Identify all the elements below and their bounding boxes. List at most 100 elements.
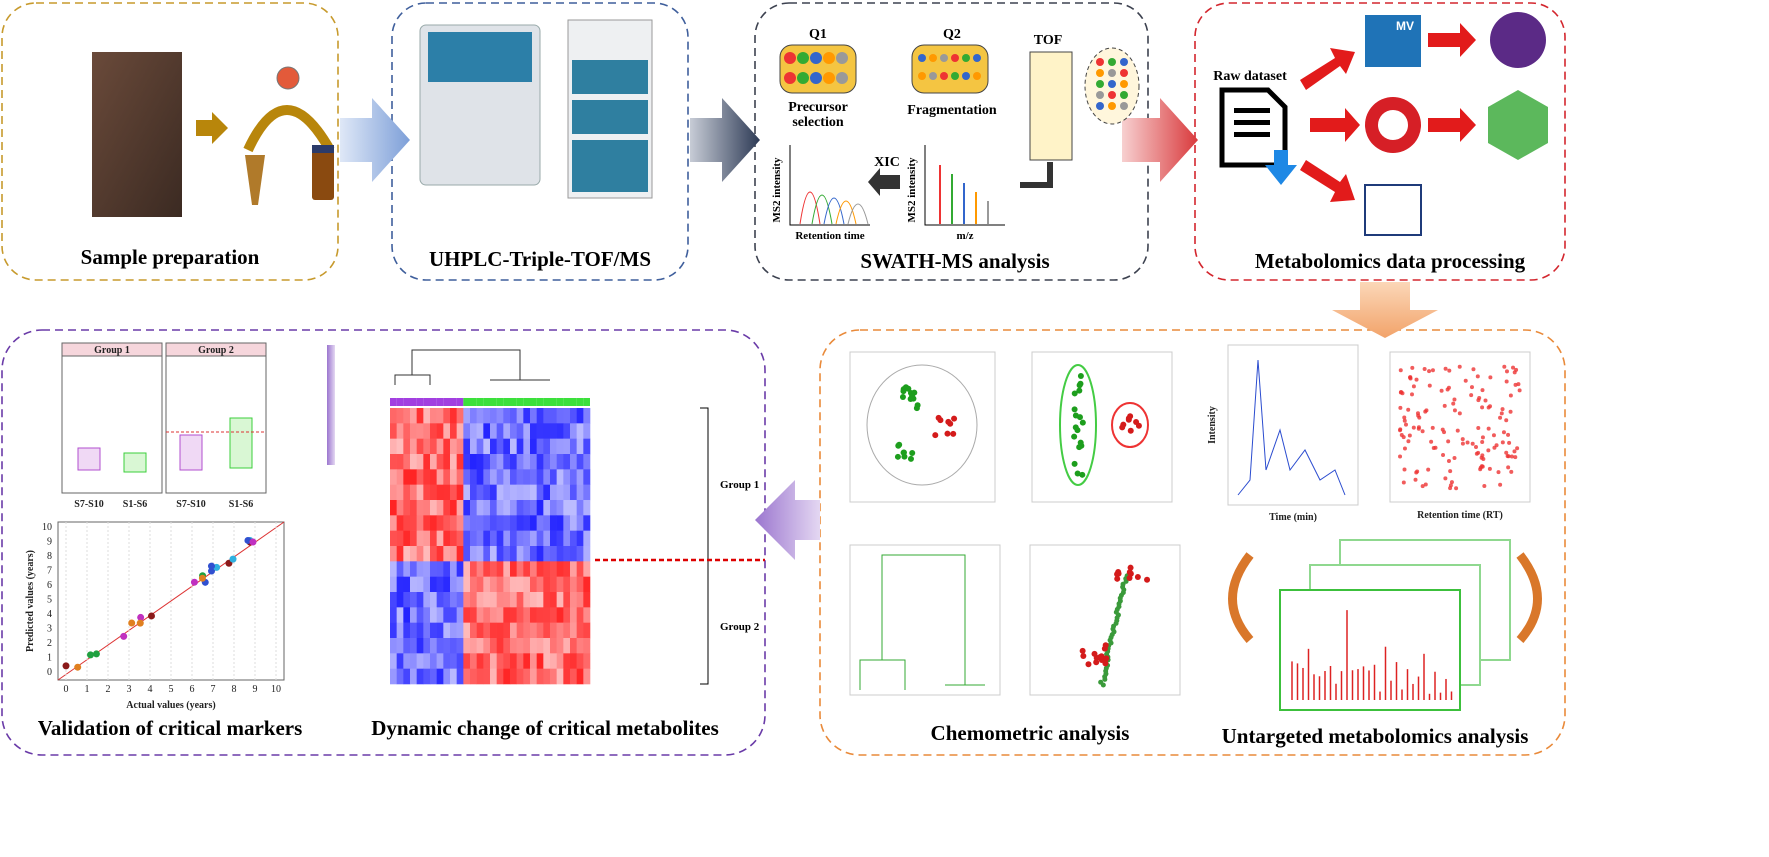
heat-cell <box>556 592 564 608</box>
category-label: S1-S6 <box>229 499 253 510</box>
heat-cell <box>463 561 471 577</box>
heat-cell <box>416 469 424 485</box>
group-bar <box>470 398 477 406</box>
point <box>1475 374 1480 379</box>
heat-cell <box>483 607 491 623</box>
peak <box>799 191 821 225</box>
point <box>1402 415 1407 420</box>
ion <box>823 72 835 84</box>
point <box>1416 425 1421 430</box>
heat-cell <box>536 668 544 685</box>
heat-cell <box>403 653 411 669</box>
y-tick-label: 0 <box>47 667 52 678</box>
heat-cell <box>416 607 424 623</box>
heat-cell <box>523 408 531 424</box>
heat-cell <box>556 515 564 531</box>
heat-cell <box>490 500 497 516</box>
fragment <box>940 54 948 62</box>
point <box>147 612 155 620</box>
heat-cell <box>403 546 411 562</box>
point <box>1433 445 1438 450</box>
point <box>1076 444 1083 451</box>
heat-cell <box>516 454 524 470</box>
point <box>1079 647 1086 654</box>
heat-cell <box>483 561 491 577</box>
point <box>932 432 939 439</box>
heat-cell <box>456 622 464 639</box>
heat-cell <box>510 576 517 593</box>
point <box>1402 467 1407 472</box>
heat-cell <box>423 607 431 623</box>
heat-cell <box>436 515 444 531</box>
heat-cell <box>430 592 437 608</box>
point <box>1127 564 1134 571</box>
group-bar <box>510 398 517 406</box>
heat-cell <box>483 653 491 669</box>
heat-cell <box>410 530 417 547</box>
heat-cell <box>556 622 564 639</box>
heat-cell <box>550 576 557 593</box>
ion <box>1120 91 1128 99</box>
heat-cell <box>463 408 471 424</box>
heat-cell <box>503 576 511 593</box>
heat-cell <box>536 500 544 516</box>
heat-cell <box>563 408 571 424</box>
heat-cell <box>490 622 497 639</box>
heat-cell <box>483 668 491 685</box>
axis-label: Retention time (RT) <box>1417 510 1503 521</box>
heat-cell <box>576 469 584 485</box>
point <box>74 663 82 671</box>
point <box>1411 425 1416 430</box>
point <box>1127 570 1134 577</box>
heat-cell <box>483 423 491 439</box>
heat-cell <box>443 515 451 531</box>
fragment <box>962 72 970 80</box>
heat-cell <box>430 454 437 470</box>
group-bar <box>576 398 584 406</box>
point <box>1512 449 1517 454</box>
heat-cell <box>416 484 424 501</box>
heat-cell <box>430 515 437 531</box>
heat-cell <box>550 622 557 639</box>
heat-cell <box>556 469 564 485</box>
x-tick-label: 9 <box>253 684 258 695</box>
heat-cell <box>403 469 411 485</box>
fragment <box>918 72 926 80</box>
panel-title: Chemometric analysis <box>931 721 1130 745</box>
heat-cell <box>430 408 437 424</box>
heat-cell <box>556 607 564 623</box>
panel-title: UHPLC-Triple-TOF/MS <box>429 247 651 271</box>
plot <box>1031 351 1173 503</box>
point <box>137 613 145 621</box>
heat-cell <box>390 546 397 562</box>
label: selection <box>792 115 844 130</box>
heat-cell <box>396 546 404 562</box>
heat-cell <box>516 668 524 685</box>
filter <box>276 66 300 90</box>
heat-cell <box>450 668 457 685</box>
heat-cell <box>390 469 397 485</box>
heat-cell <box>456 423 464 439</box>
heat-cell <box>423 515 431 531</box>
heat-cell <box>390 638 397 654</box>
heat-cell <box>503 607 511 623</box>
point <box>1463 378 1468 383</box>
axis-label: Predicted values (years) <box>25 550 36 652</box>
point <box>905 385 912 392</box>
category-label: S7-S10 <box>74 499 103 510</box>
arrow <box>1122 98 1198 182</box>
heat-cell <box>423 622 431 639</box>
point <box>1071 406 1078 413</box>
heat-cell <box>436 530 444 547</box>
heat-cell <box>396 607 404 623</box>
point <box>1446 459 1451 464</box>
heat-cell <box>423 592 431 608</box>
ion <box>810 72 822 84</box>
heat-cell <box>430 423 437 439</box>
heat-cell <box>476 592 484 608</box>
heat-cell <box>450 408 457 424</box>
heat-cell <box>476 515 484 531</box>
heat-cell <box>416 546 424 562</box>
heat-cell <box>550 469 557 485</box>
heat-cell <box>436 438 444 455</box>
